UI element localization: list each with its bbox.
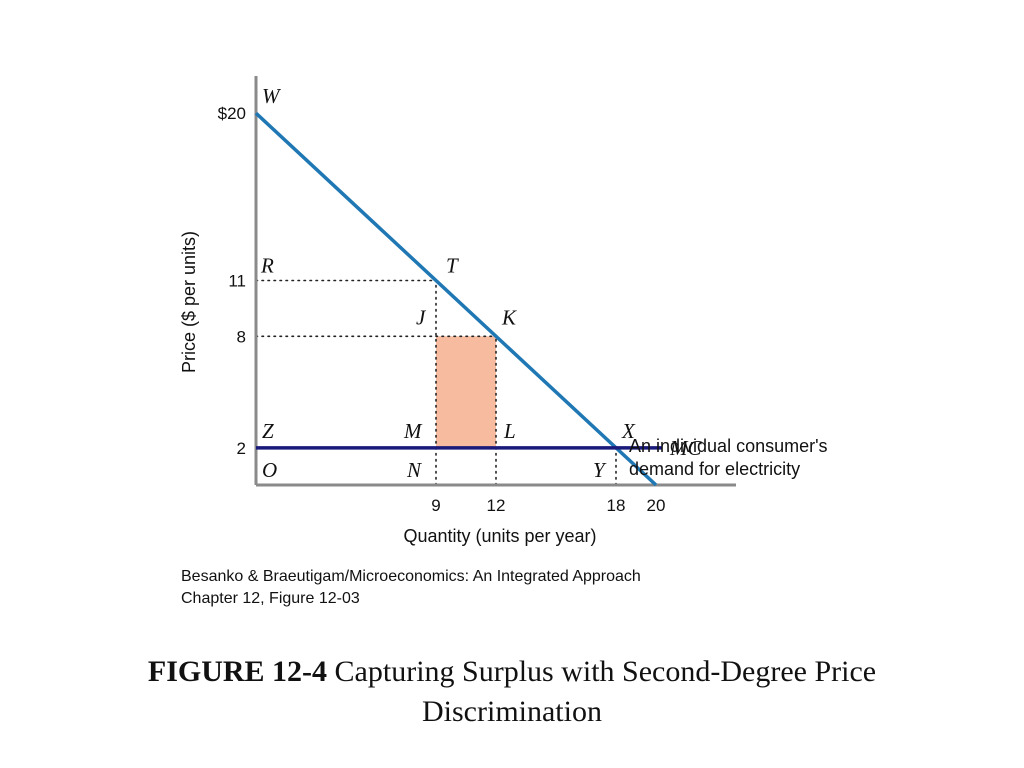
point-label-n: N xyxy=(406,458,422,482)
point-label-x: X xyxy=(621,419,636,443)
shaded-region-layer xyxy=(436,336,496,448)
point-label-t: T xyxy=(446,254,459,278)
x-tick-label-18: 18 xyxy=(607,496,626,515)
demand-annotation-line-2: demand for electricity xyxy=(629,459,800,479)
point-label-j: J xyxy=(416,305,427,329)
point-label-z: Z xyxy=(262,419,274,443)
point-label-o: O xyxy=(262,458,277,482)
source-line-2: Chapter 12, Figure 12-03 xyxy=(181,590,360,607)
surplus-shaded-area xyxy=(436,336,496,448)
figure-title: Capturing Surplus with Second-Degree Pri… xyxy=(334,655,877,728)
ticks-layer: 9 12 18 20 $20 11 8 2 xyxy=(218,104,666,515)
figure-caption: FIGURE 12-4 Capturing Surplus with Secon… xyxy=(112,652,912,732)
x-tick-label-20: 20 xyxy=(647,496,666,515)
source-line-1: Besanko & Braeutigam/Microeconomics: An … xyxy=(181,568,641,585)
point-label-m: M xyxy=(403,419,423,443)
y-tick-label-20: $20 xyxy=(218,104,246,123)
y-tick-label-2: 2 xyxy=(237,439,246,458)
figure-number: FIGURE 12-4 xyxy=(147,655,328,688)
x-tick-label-12: 12 xyxy=(487,496,506,515)
point-label-y: Y xyxy=(593,458,607,482)
demand-line xyxy=(254,111,658,487)
point-label-mc: MC xyxy=(669,436,702,460)
point-label-l: L xyxy=(503,419,516,443)
demand-annotation-line-1: An individual consumer's xyxy=(629,436,828,456)
x-tick-label-9: 9 xyxy=(431,496,440,515)
point-label-r: R xyxy=(260,254,274,278)
x-axis-title: Quantity (units per year) xyxy=(403,526,596,546)
demand-chart: 9 12 18 20 $20 11 8 2 W R T J K Z M L X MC O N Y An individ… xyxy=(179,76,828,546)
point-labels-layer: W R T J K Z M L X MC O N Y xyxy=(260,84,702,482)
y-tick-label-8: 8 xyxy=(237,327,246,346)
point-label-k: K xyxy=(501,305,517,329)
annotation-layer: An individual consumer's demand for elect… xyxy=(629,436,828,479)
source-note: Besanko & Braeutigam/Microeconomics: An … xyxy=(181,566,641,610)
series-layer xyxy=(254,111,662,487)
guide-lines-layer xyxy=(255,279,617,486)
point-label-w: W xyxy=(262,84,282,108)
y-tick-label-11: 11 xyxy=(228,272,246,291)
y-axis-title: Price ($ per units) xyxy=(179,231,199,373)
